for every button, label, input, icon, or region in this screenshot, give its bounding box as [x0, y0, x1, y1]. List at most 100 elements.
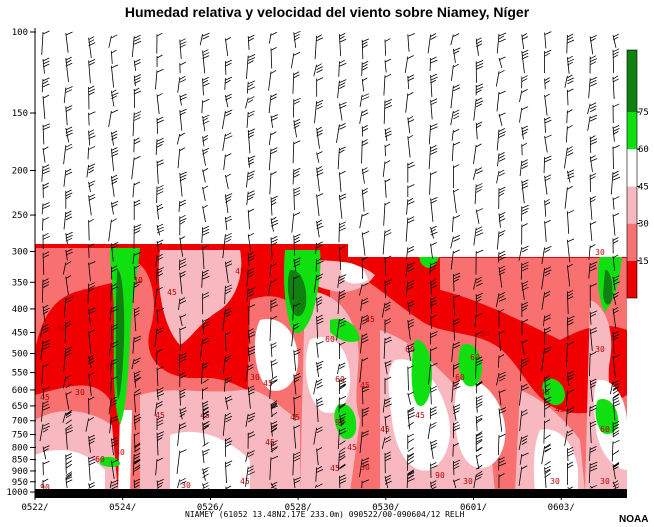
barb-tick — [134, 481, 140, 486]
barb-tick — [362, 479, 369, 484]
barb-tick — [316, 37, 323, 42]
barb-tick — [270, 201, 277, 206]
barb-staff — [587, 103, 591, 115]
barb-tick — [362, 463, 369, 468]
barb-tick — [111, 89, 117, 94]
barb-tick — [134, 117, 141, 121]
barb-tick — [430, 299, 437, 304]
barb-tick — [202, 406, 209, 411]
barb-tick — [248, 208, 255, 213]
barb-tick — [248, 334, 256, 339]
barb-tick — [339, 274, 347, 279]
barb-tick — [270, 379, 278, 383]
barb-staff — [111, 90, 115, 107]
barb-tick — [384, 451, 391, 456]
barb-tick — [111, 95, 118, 100]
barb-tick — [42, 63, 50, 68]
barb-tick — [134, 376, 142, 381]
barb-tick — [248, 257, 255, 262]
barb-tick — [202, 321, 210, 325]
barb-tick — [339, 440, 346, 446]
barb-tick — [590, 423, 597, 428]
barb-tick — [202, 168, 209, 172]
barb-tick — [42, 323, 49, 328]
barb-tick — [589, 244, 596, 248]
barb-tick — [156, 457, 163, 462]
barb-tick — [248, 304, 256, 309]
barb-tick — [590, 82, 597, 87]
barb-staff — [407, 117, 411, 134]
barb-staff — [88, 262, 91, 282]
barb-tick — [247, 251, 254, 256]
contour-label: 60 — [57, 324, 67, 333]
barb-tick — [430, 261, 438, 266]
barb-tick — [384, 301, 391, 306]
barb-staff — [292, 141, 295, 164]
barb-tick — [567, 209, 575, 214]
barb-staff — [451, 216, 454, 233]
barb-staff — [361, 232, 366, 256]
barb-tick — [384, 99, 393, 103]
barb-tick — [248, 80, 256, 85]
wind-profile — [495, 32, 507, 489]
barb-tick — [544, 293, 551, 298]
barb-tick — [453, 341, 460, 346]
barb-tick — [339, 277, 345, 281]
barb-tick — [88, 218, 94, 223]
barb-staff — [451, 381, 454, 403]
barb-tick — [407, 55, 414, 59]
barb-staff — [88, 220, 90, 241]
barb-tick — [156, 32, 163, 37]
barb-staff — [88, 373, 92, 396]
barb-tick — [407, 164, 415, 169]
barb-tick — [612, 424, 619, 428]
barb-tick — [339, 317, 345, 322]
barb-tick — [521, 248, 528, 253]
barb-tick — [453, 141, 461, 146]
barb-tick — [430, 79, 437, 84]
barb-staff — [245, 97, 249, 109]
barb-tick — [156, 239, 164, 244]
barb-tick — [498, 189, 505, 194]
barb-tick — [476, 362, 482, 367]
barb-tick — [65, 320, 72, 325]
barb-tick — [339, 295, 345, 300]
barb-tick — [498, 308, 505, 313]
barb-tick — [42, 329, 49, 334]
barb-tick — [225, 440, 233, 445]
barb-staff — [496, 170, 500, 184]
barb-staff — [42, 124, 45, 145]
barb-tick — [362, 191, 368, 195]
barb-tick — [407, 300, 415, 305]
barb-tick — [202, 98, 210, 103]
barb-tick — [590, 158, 598, 162]
barb-staff — [41, 78, 44, 93]
barb-tick — [430, 483, 437, 487]
barb-tick — [407, 283, 414, 287]
contour-label: 45 — [347, 443, 357, 452]
barb-tick — [202, 400, 209, 405]
barb-tick — [179, 217, 187, 222]
barb-tick — [521, 441, 528, 445]
barb-staff — [155, 458, 158, 476]
barb-tick — [544, 405, 551, 410]
barb-staff — [473, 98, 477, 121]
barb-tick — [544, 465, 551, 470]
barb-tick — [248, 131, 255, 136]
barb-tick — [430, 422, 437, 426]
contour-label: 45 — [105, 363, 115, 372]
barb-tick — [339, 404, 346, 409]
barb-tick — [612, 427, 619, 431]
barb-tick — [476, 83, 483, 88]
barb-staff — [156, 118, 158, 134]
barb-tick — [453, 33, 460, 37]
barb-tick — [430, 225, 437, 230]
barb-tick — [590, 446, 597, 450]
barb-tick — [42, 310, 49, 315]
barb-tick — [88, 285, 96, 289]
barb-tick — [156, 393, 165, 398]
barb-tick — [179, 326, 187, 331]
barb-staff — [41, 31, 44, 55]
barb-tick — [156, 253, 163, 258]
